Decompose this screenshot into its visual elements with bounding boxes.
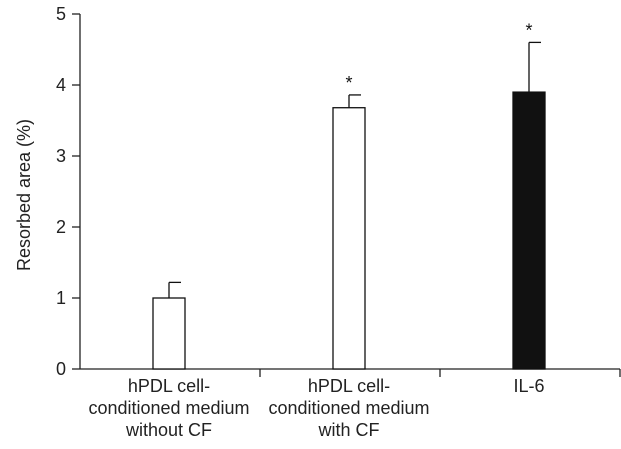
x-category-label: with CF [317, 420, 379, 440]
y-tick-label: 0 [56, 359, 66, 379]
bar [512, 91, 546, 370]
bar [332, 107, 366, 370]
x-category-label: conditioned medium [268, 398, 429, 418]
significance-marker: * [345, 73, 352, 93]
y-axis-title: Resorbed area (%) [14, 119, 34, 271]
y-tick-label: 3 [56, 146, 66, 166]
x-category-label: hPDL cell- [128, 376, 210, 396]
y-tick-label: 1 [56, 288, 66, 308]
significance-marker: * [525, 20, 532, 40]
bar [152, 297, 186, 370]
y-tick-label: 2 [56, 217, 66, 237]
y-tick-label: 5 [56, 4, 66, 24]
y-tick-label: 4 [56, 75, 66, 95]
x-category-label: conditioned medium [88, 398, 249, 418]
x-category-label: IL-6 [513, 376, 544, 396]
x-category-label: hPDL cell- [308, 376, 390, 396]
x-category-label: without CF [125, 420, 212, 440]
